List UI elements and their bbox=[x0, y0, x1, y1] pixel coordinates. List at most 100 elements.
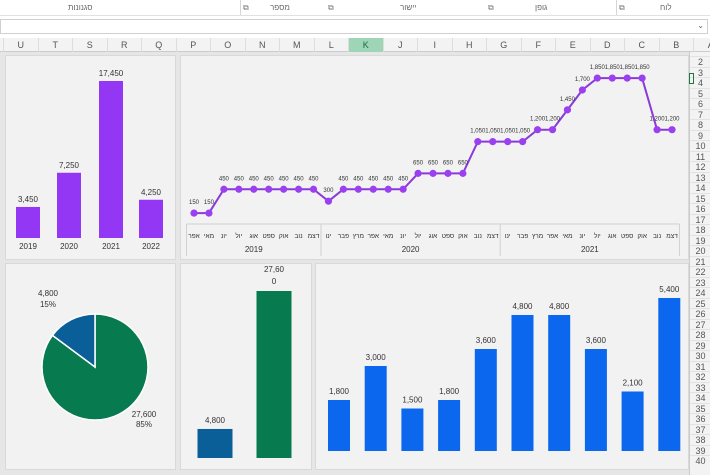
x-tick-label: יול bbox=[415, 232, 422, 240]
column-header-U[interactable]: U bbox=[3, 38, 38, 52]
column-header-P[interactable]: P bbox=[175, 38, 211, 52]
data-label: 2,100 bbox=[623, 379, 644, 388]
row-header[interactable]: 22 bbox=[690, 266, 710, 277]
row-header[interactable]: 38 bbox=[690, 434, 710, 445]
row-header[interactable]: 34 bbox=[690, 392, 710, 403]
data-label: 85% bbox=[136, 420, 152, 429]
row-header[interactable]: 2 bbox=[690, 56, 710, 67]
ribbon-group-clipboard[interactable]: לוח bbox=[660, 3, 672, 12]
row-header[interactable]: 33 bbox=[690, 381, 710, 393]
yearly-bar-chart[interactable]: 3,450 2019 7,250 2020 17,450 2021 4,250 2022 bbox=[5, 55, 176, 260]
ribbon-group-number[interactable]: מספר bbox=[270, 3, 290, 12]
column-header-E[interactable]: E bbox=[555, 38, 590, 52]
row-header[interactable]: 40 bbox=[690, 455, 710, 466]
row-header[interactable]: 36 bbox=[690, 413, 710, 424]
blue-bar-chart[interactable]: 1,800 3,000 1,500 1,800 3,600 4,800 4,800 3,600… bbox=[315, 263, 689, 470]
row-header[interactable]: 24 bbox=[690, 287, 710, 298]
x-tick-label: יול bbox=[594, 232, 601, 240]
row-header[interactable]: 39 bbox=[690, 444, 710, 456]
row-header[interactable]: 27 bbox=[690, 318, 710, 330]
column-header-J[interactable]: J bbox=[382, 38, 418, 52]
row-header[interactable]: 8 bbox=[690, 119, 710, 130]
row-header[interactable]: 6 bbox=[690, 98, 710, 109]
column-header-Q[interactable]: Q bbox=[141, 38, 176, 52]
column-header-G[interactable]: G bbox=[486, 38, 521, 52]
dialog-launcher-icon[interactable]: ⧉ bbox=[243, 3, 249, 12]
data-label: 27,600 bbox=[132, 410, 157, 419]
comparison-bar-chart[interactable]: 4,800 27,60 0 bbox=[180, 263, 312, 470]
data-label: 1,200 bbox=[664, 117, 680, 123]
row-header[interactable]: 14 bbox=[690, 182, 710, 193]
data-label: 15% bbox=[40, 300, 56, 309]
data-label: 450 bbox=[383, 176, 394, 182]
column-header-H[interactable]: H bbox=[451, 38, 487, 52]
row-header[interactable]: 17 bbox=[690, 213, 710, 225]
x-tick-label: 2021 bbox=[102, 242, 120, 251]
x-tick-label: מאי bbox=[383, 233, 393, 240]
row-header[interactable]: 35 bbox=[690, 402, 710, 414]
row-header[interactable]: 11 bbox=[690, 150, 710, 162]
data-label: 4,800 bbox=[549, 302, 570, 311]
column-header-L[interactable]: L bbox=[313, 38, 349, 52]
column-header-T[interactable]: T bbox=[37, 38, 73, 52]
row-header[interactable]: 28 bbox=[690, 329, 710, 340]
row-header[interactable]: 13 bbox=[690, 171, 710, 183]
row-header[interactable]: 12 bbox=[690, 161, 710, 172]
column-header-A[interactable]: A bbox=[693, 38, 710, 52]
data-point bbox=[638, 74, 646, 82]
dialog-launcher-icon[interactable]: ⧉ bbox=[328, 3, 334, 12]
row-header[interactable]: 20 bbox=[690, 245, 710, 256]
row-header[interactable]: 31 bbox=[690, 360, 710, 372]
row-header[interactable]: 23 bbox=[690, 276, 710, 288]
data-label: 450 bbox=[398, 176, 409, 182]
row-header[interactable]: 30 bbox=[690, 350, 710, 361]
column-header-O[interactable]: O bbox=[210, 38, 245, 52]
row-header[interactable]: 26 bbox=[690, 308, 710, 319]
column-header-M[interactable]: M bbox=[279, 38, 314, 52]
column-headers: UTSRQPONMLKJIHGFEDCBA bbox=[0, 38, 710, 52]
ribbon-group-font[interactable]: גופן bbox=[535, 3, 548, 12]
row-header[interactable]: 29 bbox=[690, 339, 710, 351]
data-point bbox=[414, 169, 422, 177]
row-header[interactable]: 25 bbox=[690, 297, 710, 309]
column-header-S[interactable]: S bbox=[72, 38, 107, 52]
column-header-F[interactable]: F bbox=[520, 38, 556, 52]
data-point bbox=[235, 185, 243, 193]
column-header-B[interactable]: B bbox=[658, 38, 694, 52]
pie-chart[interactable]: 4,800 15% 27,600 85% bbox=[5, 263, 176, 470]
row-header[interactable]: 10 bbox=[690, 140, 710, 151]
dialog-launcher-icon[interactable]: ⧉ bbox=[619, 3, 625, 12]
column-header-D[interactable]: D bbox=[589, 38, 625, 52]
series-line bbox=[194, 77, 672, 215]
x-tick-label: דצמ bbox=[666, 233, 678, 240]
row-header[interactable]: 19 bbox=[690, 234, 710, 246]
data-label: 1,800 bbox=[439, 387, 460, 396]
row-header[interactable]: 32 bbox=[690, 371, 710, 382]
data-point bbox=[220, 185, 228, 193]
column-header-R[interactable]: R bbox=[106, 38, 142, 52]
column-header-N[interactable]: N bbox=[244, 38, 280, 52]
bar bbox=[139, 199, 163, 238]
row-header[interactable]: 18 bbox=[690, 224, 710, 235]
selected-cell[interactable] bbox=[689, 73, 694, 84]
row-header[interactable]: 16 bbox=[690, 203, 710, 214]
row-header[interactable]: 7 bbox=[690, 108, 710, 120]
column-header-K[interactable]: K bbox=[348, 38, 383, 52]
row-header[interactable]: 3 bbox=[690, 66, 710, 78]
monthly-line-chart[interactable]: 150 150 450 450 450 450 450 450 450 300 450 450 450 4… bbox=[180, 55, 689, 260]
ribbon-group-styles[interactable]: סגנונות bbox=[68, 3, 93, 12]
row-header[interactable]: 9 bbox=[690, 129, 710, 141]
column-header-C[interactable]: C bbox=[624, 38, 659, 52]
formula-bar[interactable]: ⌄ bbox=[0, 19, 708, 34]
row-header[interactable]: 15 bbox=[690, 192, 710, 204]
row-header[interactable]: 37 bbox=[690, 423, 710, 435]
data-point bbox=[265, 185, 273, 193]
dialog-launcher-icon[interactable]: ⧉ bbox=[488, 3, 494, 12]
row-header[interactable]: 5 bbox=[690, 87, 710, 99]
x-tick-label: 2020 bbox=[60, 242, 78, 251]
chevron-down-icon[interactable]: ⌄ bbox=[697, 21, 704, 30]
column-header-I[interactable]: I bbox=[417, 38, 452, 52]
row-header[interactable]: 4 bbox=[690, 77, 710, 88]
row-header[interactable]: 21 bbox=[690, 255, 710, 267]
ribbon-group-alignment[interactable]: יישור bbox=[400, 3, 417, 12]
